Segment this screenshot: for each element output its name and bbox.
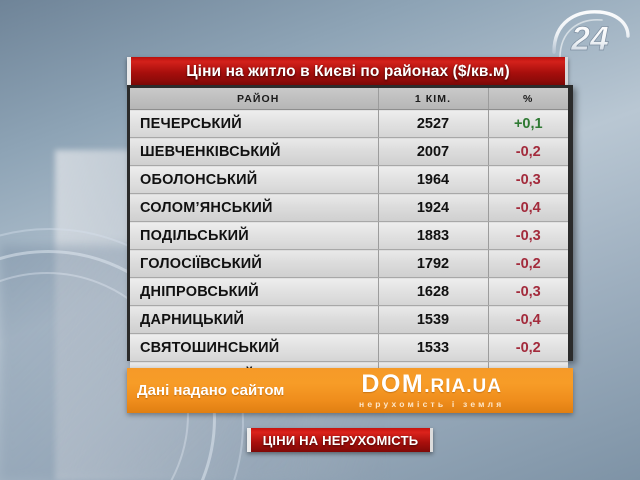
headline-text: Ціни на житло в Києві по районах ($/кв.м… [186, 62, 510, 80]
cell-district: ПОДІЛЬСЬКИЙ [130, 221, 378, 250]
table-row: ПЕЧЕРСЬКИЙ 2527 +0,1 [130, 109, 568, 138]
headline-bar: Ціни на житло в Києві по районах ($/кв.м… [127, 57, 568, 86]
cell-price: 1539 [377, 305, 488, 334]
cell-district: ДНІПРОВСЬКИЙ [130, 277, 378, 306]
channel-logo-text: 24 [570, 20, 609, 58]
table-row: СОЛОМ’ЯНСЬКИЙ 1924 -0,4 [130, 193, 568, 222]
cell-price: 1628 [377, 277, 488, 306]
source-brand: DOM.RIA.UA нерухомість і земля [296, 372, 567, 410]
topic-ticker: ЦІНИ НА НЕРУХОМІСТЬ [247, 428, 433, 452]
column-header-percent: % [487, 88, 568, 110]
column-header-district: РАЙОН [130, 88, 378, 110]
column-header-price: 1 КІМ. [377, 88, 488, 110]
table-row: ОБОЛОНСЬКИЙ 1964 -0,3 [130, 165, 568, 194]
cell-price: 2527 [377, 109, 488, 138]
cell-change: -0,4 [487, 193, 568, 222]
price-table: РАЙОН 1 КІМ. % ПЕЧЕРСЬКИЙ 2527 +0,1 ШЕВЧ… [130, 88, 568, 389]
cell-district: ДАРНИЦЬКИЙ [130, 305, 378, 334]
cell-change: -0,3 [487, 165, 568, 194]
cell-district: СВЯТОШИНСЬКИЙ [130, 333, 378, 362]
channel-24-icon: 24 [552, 10, 630, 59]
cell-change: -0,2 [487, 137, 568, 166]
cell-district: ШЕВЧЕНКІВСЬКИЙ [130, 137, 378, 166]
table-row: СВЯТОШИНСЬКИЙ 1533 -0,2 [130, 333, 568, 362]
cell-change: -0,2 [487, 249, 568, 278]
table-row: ГОЛОСІЇВСЬКИЙ 1792 -0,2 [130, 249, 568, 278]
cell-change: -0,4 [487, 305, 568, 334]
source-brand-suffix: .RIA.UA [424, 376, 502, 397]
price-table-panel: РАЙОН 1 КІМ. % ПЕЧЕРСЬКИЙ 2527 +0,1 ШЕВЧ… [127, 85, 573, 389]
table-row: ШЕВЧЕНКІВСЬКИЙ 2007 -0,2 [130, 137, 568, 166]
cell-price: 1533 [377, 333, 488, 362]
table-row: ПОДІЛЬСЬКИЙ 1883 -0,3 [130, 221, 568, 250]
cell-district: СОЛОМ’ЯНСЬКИЙ [130, 193, 378, 222]
source-label: Дані надано сайтом [137, 382, 285, 399]
cell-price: 1924 [377, 193, 488, 222]
cell-price: 2007 [377, 137, 488, 166]
cell-district: ОБОЛОНСЬКИЙ [130, 165, 378, 194]
channel-logo: 24 [548, 6, 632, 68]
cell-district: ГОЛОСІЇВСЬКИЙ [130, 249, 378, 278]
cell-district: ПЕЧЕРСЬКИЙ [130, 109, 378, 138]
source-brand-dom: DOM [361, 370, 425, 398]
table-row: ДАРНИЦЬКИЙ 1539 -0,4 [130, 305, 568, 334]
cell-change: -0,2 [487, 333, 568, 362]
cell-change: +0,1 [487, 109, 568, 138]
table-header-row: РАЙОН 1 КІМ. % [130, 88, 568, 110]
cell-change: -0,3 [487, 277, 568, 306]
source-brand-name: DOM.RIA.UA [361, 372, 502, 397]
source-brand-tagline: нерухомість і земля [358, 399, 505, 409]
topic-ticker-text: ЦІНИ НА НЕРУХОМІСТЬ [262, 432, 419, 448]
cell-price: 1792 [377, 249, 488, 278]
source-banner: Дані надано сайтом DOM.RIA.UA нерухоміст… [127, 368, 573, 413]
table-row: ДНІПРОВСЬКИЙ 1628 -0,3 [130, 277, 568, 306]
cell-change: -0,3 [487, 221, 568, 250]
cell-price: 1883 [377, 221, 488, 250]
cell-price: 1964 [377, 165, 488, 194]
